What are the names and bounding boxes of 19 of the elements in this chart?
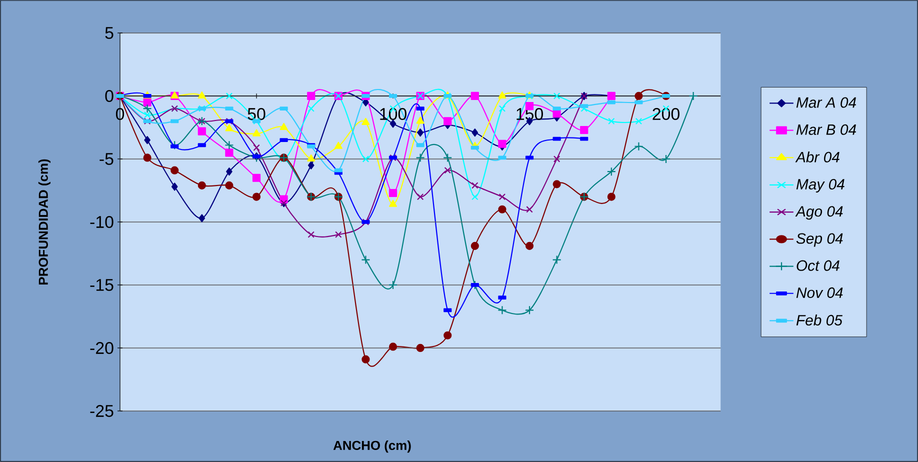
x-axis-title: ANCHO (cm) (333, 440, 411, 453)
y-tick-label: -20 (90, 342, 114, 354)
y-tick-label: -10 (90, 216, 114, 228)
y-tick-label: 0 (105, 90, 114, 102)
legend-label: Sep 04 (796, 233, 843, 247)
legend-label: Mar A 04 (796, 97, 856, 108)
legend-label: Feb 05 (796, 314, 842, 326)
legend-label: Ago 04 (795, 206, 843, 220)
y-tick-label: -15 (90, 279, 114, 291)
y-axis-title: PROFUNDIDAD (cm) (38, 159, 50, 284)
legend-label: Oct 04 (796, 260, 840, 271)
y-tick-label: 5 (105, 27, 114, 39)
legend-label: Mar B 04 (796, 124, 856, 135)
legend-label: Abr 04 (795, 151, 840, 162)
legend-label: Nov 04 (796, 287, 843, 298)
y-tick-label: -5 (100, 153, 114, 165)
x-tick-label: 200 (652, 108, 680, 120)
y-tick-label: -25 (90, 404, 114, 417)
legend-label: May 04 (796, 178, 844, 192)
